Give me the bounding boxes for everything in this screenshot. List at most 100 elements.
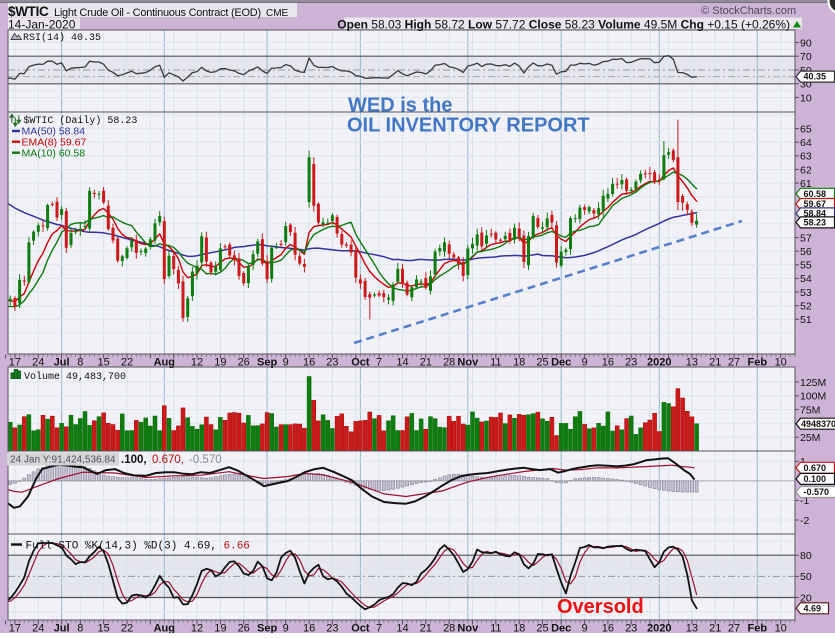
svg-text:23: 23 (625, 622, 637, 633)
svg-text:50: 50 (800, 571, 812, 583)
svg-text:14: 14 (396, 356, 408, 368)
svg-text:23: 23 (625, 356, 637, 368)
svg-text:11: 11 (490, 356, 501, 368)
svg-text:4.69: 4.69 (804, 603, 822, 613)
svg-text:.100,: .100, (121, 454, 147, 466)
svg-text:52: 52 (800, 301, 812, 313)
svg-text:21: 21 (709, 622, 721, 633)
svg-text:53: 53 (800, 287, 812, 299)
svg-text:15: 15 (97, 356, 109, 368)
svg-text:-2: -2 (800, 515, 809, 527)
svg-text:Aug: Aug (154, 622, 175, 633)
svg-text:27: 27 (728, 356, 740, 368)
svg-text:55: 55 (800, 260, 812, 272)
svg-text:16: 16 (303, 356, 315, 368)
svg-text:56: 56 (800, 246, 812, 258)
svg-text:19: 19 (214, 356, 226, 368)
svg-text:Light Crude Oil - Continuous C: Light Crude Oil - Continuous Contract (E… (54, 7, 261, 19)
svg-text:Open 58.03 High 58.72 Low 57.7: Open 58.03 High 58.72 Low 57.72 Close 58… (337, 18, 790, 32)
svg-text:18: 18 (513, 622, 525, 633)
svg-text:Jul: Jul (54, 356, 70, 368)
svg-text:Dec: Dec (551, 356, 571, 368)
svg-text:28: 28 (443, 356, 455, 368)
svg-text:27: 27 (728, 622, 740, 633)
svg-text:2020: 2020 (647, 356, 671, 368)
svg-text:Oct: Oct (351, 622, 370, 633)
svg-text:63: 63 (800, 151, 812, 163)
svg-text:12: 12 (191, 622, 203, 633)
svg-text:21: 21 (420, 622, 432, 633)
svg-text:Nov: Nov (457, 622, 479, 633)
svg-text:-0.570: -0.570 (804, 487, 830, 497)
svg-text:13: 13 (686, 356, 698, 368)
svg-text:51: 51 (800, 314, 812, 326)
svg-text:0.670,: 0.670, (152, 454, 184, 466)
svg-text:16: 16 (303, 622, 315, 633)
svg-text:0.670: 0.670 (804, 463, 827, 473)
svg-text:10: 10 (775, 356, 787, 368)
svg-text:18: 18 (513, 356, 525, 368)
svg-text:11: 11 (490, 622, 501, 633)
svg-text:14-Jan-2020: 14-Jan-2020 (8, 18, 76, 32)
svg-text:15: 15 (97, 622, 109, 633)
svg-text:100M: 100M (800, 391, 826, 403)
svg-text:125M: 125M (800, 377, 826, 389)
svg-text:26: 26 (238, 356, 250, 368)
svg-text:17: 17 (9, 622, 21, 633)
svg-text:Sep: Sep (257, 622, 277, 633)
svg-text:19: 19 (214, 622, 226, 633)
svg-text:RSI(14) 40.35: RSI(14) 40.35 (23, 32, 101, 44)
svg-text:10: 10 (775, 622, 787, 633)
svg-text:9: 9 (283, 622, 289, 633)
svg-text:80: 80 (800, 550, 812, 562)
svg-text:25: 25 (536, 356, 548, 368)
svg-text:8: 8 (77, 356, 83, 368)
svg-text:12: 12 (191, 356, 203, 368)
svg-text:21: 21 (709, 356, 721, 368)
svg-text:Oversold: Oversold (557, 596, 644, 618)
svg-text:MA(10) 60.58: MA(10) 60.58 (22, 147, 86, 159)
svg-text:9: 9 (582, 622, 588, 633)
svg-text:40.35: 40.35 (804, 72, 827, 82)
svg-text:Feb: Feb (748, 622, 768, 633)
svg-text:9: 9 (283, 356, 289, 368)
svg-text:0.100: 0.100 (804, 474, 827, 484)
svg-text:17: 17 (9, 356, 21, 368)
svg-text:54: 54 (800, 273, 812, 285)
svg-text:Oct: Oct (351, 356, 370, 368)
svg-text:© StockCharts.com: © StockCharts.com (701, 5, 796, 17)
svg-text:62: 62 (800, 164, 812, 176)
svg-text:22: 22 (121, 622, 133, 633)
svg-text:21: 21 (420, 356, 432, 368)
svg-text:Jul: Jul (54, 622, 70, 633)
svg-text:23: 23 (326, 356, 338, 368)
svg-text:70: 70 (800, 51, 812, 63)
svg-text:65: 65 (800, 123, 812, 135)
svg-text:25: 25 (536, 622, 548, 633)
svg-text:Volume 49,483,700: Volume 49,483,700 (24, 371, 126, 383)
svg-text:-0.570: -0.570 (189, 454, 222, 466)
svg-text:Dec: Dec (551, 622, 571, 633)
svg-text:16: 16 (602, 622, 614, 633)
svg-text:28: 28 (443, 622, 455, 633)
svg-text:Full STO %K(14,3) %D(3) 4.69,: Full STO %K(14,3) %D(3) 4.69, (26, 541, 217, 553)
svg-text:90: 90 (800, 37, 812, 49)
svg-text:Nov: Nov (457, 356, 479, 368)
svg-text:22: 22 (121, 356, 133, 368)
svg-text:60.58: 60.58 (804, 189, 827, 199)
svg-text:WED is the: WED is the (348, 95, 452, 117)
svg-text:7: 7 (376, 356, 382, 368)
svg-text:75M: 75M (800, 404, 820, 416)
svg-text:OIL INVENTORY REPORT: OIL INVENTORY REPORT (347, 115, 590, 137)
svg-text:25M: 25M (800, 432, 820, 444)
svg-text:Sep: Sep (257, 356, 277, 368)
svg-text:14: 14 (396, 622, 408, 633)
svg-text:10: 10 (800, 92, 812, 104)
svg-text:23: 23 (326, 622, 338, 633)
svg-text:16: 16 (602, 356, 614, 368)
svg-text:6.66: 6.66 (224, 541, 250, 553)
svg-text:2020: 2020 (647, 622, 671, 633)
svg-text:24 Jan Y:91,424,536.84: 24 Jan Y:91,424,536.84 (10, 455, 116, 466)
svg-text:8: 8 (77, 622, 83, 633)
